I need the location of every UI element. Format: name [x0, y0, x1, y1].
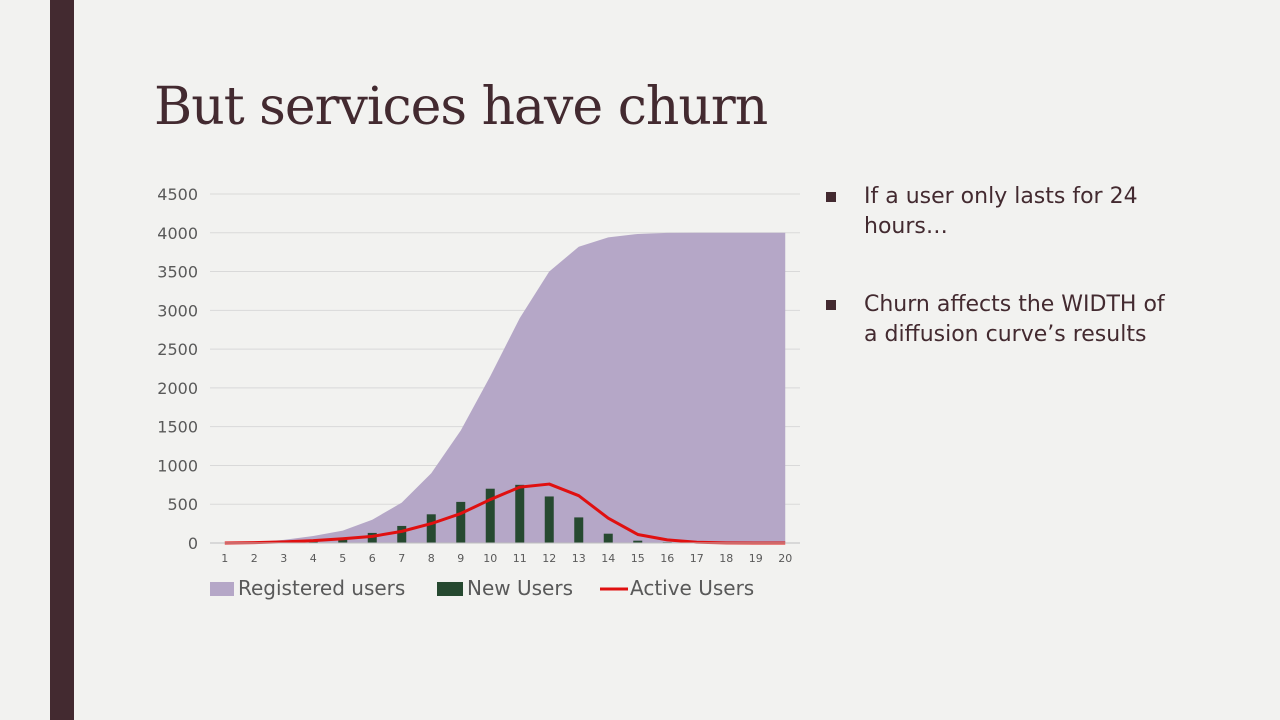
new-users-bar: [367, 532, 377, 543]
bullet-text: If a user only lasts for 24 hours…: [864, 184, 1138, 239]
square-bullet-icon: [826, 300, 836, 310]
new-users-bar: [456, 501, 466, 543]
x-tick-label: 10: [483, 552, 497, 565]
y-tick-label: 4000: [157, 224, 198, 243]
x-tick-label: 6: [369, 552, 376, 565]
x-tick-label: 7: [398, 552, 405, 565]
y-tick-label: 2500: [157, 340, 198, 359]
bullet-item: Churn affects the WIDTH of a diffusion c…: [826, 290, 1166, 350]
legend-swatch-new-users: [437, 582, 463, 596]
x-tick-label: 12: [542, 552, 556, 565]
y-tick-label: 4500: [157, 185, 198, 204]
x-tick-label: 11: [513, 552, 527, 565]
x-tick-label: 13: [572, 552, 586, 565]
new-users-bar: [426, 514, 436, 543]
x-tick-label: 18: [719, 552, 733, 565]
registered-users-area: [224, 232, 786, 543]
new-users-bar: [485, 488, 495, 543]
legend-label-active-users: Active Users: [630, 576, 754, 600]
y-tick-label: 500: [167, 495, 198, 514]
left-accent-bar: [50, 0, 74, 720]
new-users-bar: [603, 533, 613, 543]
legend-swatch-registered: [210, 582, 234, 596]
y-tick-label: 1500: [157, 418, 198, 437]
x-tick-label: 17: [690, 552, 704, 565]
new-users-bar: [338, 537, 348, 543]
x-tick-label: 19: [749, 552, 763, 565]
y-tick-label: 1000: [157, 456, 198, 475]
legend-label-registered: Registered users: [238, 576, 405, 600]
new-users-bar: [397, 525, 407, 543]
y-tick-label: 3500: [157, 263, 198, 282]
new-users-bar: [544, 496, 554, 543]
x-tick-label: 4: [310, 552, 317, 565]
x-tick-label: 1: [221, 552, 228, 565]
x-tick-label: 5: [339, 552, 346, 565]
x-tick-label: 3: [280, 552, 287, 565]
bullet-item: If a user only lasts for 24 hours…: [826, 182, 1166, 242]
y-tick-label: 2000: [157, 379, 198, 398]
bullet-list: If a user only lasts for 24 hours… Churn…: [826, 182, 1166, 398]
x-tick-label: 14: [601, 552, 615, 565]
x-tick-label: 8: [428, 552, 435, 565]
y-tick-label: 0: [188, 534, 198, 553]
y-tick-label: 3000: [157, 301, 198, 320]
x-tick-label: 9: [457, 552, 464, 565]
x-tick-label: 16: [660, 552, 674, 565]
new-users-bar: [633, 540, 643, 543]
x-tick-label: 20: [778, 552, 792, 565]
x-tick-label: 15: [631, 552, 645, 565]
x-tick-label: 2: [251, 552, 258, 565]
bullet-text: Churn affects the WIDTH of a diffusion c…: [864, 292, 1165, 347]
square-bullet-icon: [826, 192, 836, 202]
slide-title: But services have churn: [154, 77, 768, 137]
new-users-bar: [515, 484, 525, 543]
new-users-bar: [574, 517, 584, 543]
chart-container: 0 500 1000 1500 2000 2500 3000 3500 4000 4500 1 2 3 4…: [140, 175, 810, 615]
active-users-line: [224, 482, 786, 545]
legend-label-new-users: New Users: [467, 576, 573, 600]
